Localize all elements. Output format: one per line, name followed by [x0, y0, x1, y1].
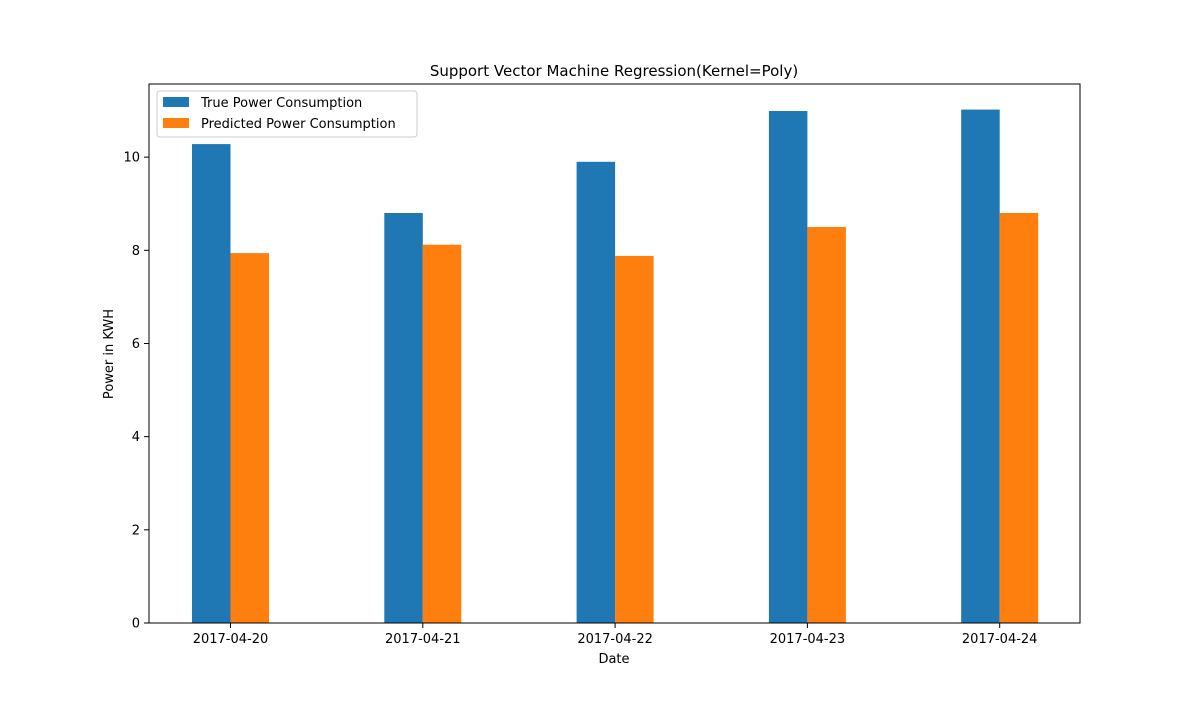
y-axis: 0 2 4 6 8 10 — [123, 151, 149, 632]
bar-predicted-2017-04-21 — [422, 244, 462, 623]
y-tick-label: 0 — [132, 617, 140, 632]
x-tick-label: 2017-04-24 — [962, 632, 1038, 647]
x-tick-label: 2017-04-23 — [770, 632, 846, 647]
legend-label-true: True Power Consumption — [200, 96, 362, 111]
x-tick-label: 2017-04-20 — [193, 632, 269, 647]
x-tick-label: 2017-04-22 — [577, 632, 653, 647]
bar-true-2017-04-22 — [576, 161, 616, 624]
bars-layer — [192, 109, 1039, 624]
y-axis-label: Power in KWH — [102, 309, 117, 399]
y-tick-label: 4 — [132, 430, 140, 445]
x-axis: 2017-04-20 2017-04-21 2017-04-22 2017-04-23… — [193, 623, 1038, 647]
y-tick-label: 2 — [132, 523, 140, 538]
y-tick-label: 8 — [132, 244, 140, 259]
legend: True Power Consumption Predicted Power C… — [156, 90, 418, 138]
bar-predicted-2017-04-20 — [230, 253, 269, 623]
bar-predicted-2017-04-22 — [615, 255, 654, 623]
legend-swatch-true — [163, 97, 189, 107]
x-axis-label: Date — [598, 652, 629, 667]
legend-swatch-predicted — [163, 118, 189, 128]
bar-true-2017-04-23 — [768, 111, 808, 623]
y-tick-label: 10 — [123, 151, 140, 166]
bar-true-2017-04-24 — [961, 109, 1000, 624]
legend-box — [156, 90, 418, 138]
bar-true-2017-04-21 — [384, 213, 423, 623]
y-tick-label: 6 — [132, 337, 140, 352]
chart-title: Support Vector Machine Regression(Kernel… — [430, 62, 798, 80]
x-tick-label: 2017-04-21 — [385, 632, 461, 647]
bar-predicted-2017-04-24 — [999, 213, 1039, 623]
bar-predicted-2017-04-23 — [807, 227, 846, 623]
plot-frame — [148, 83, 1081, 624]
bar-true-2017-04-20 — [192, 144, 231, 623]
legend-label-predicted: Predicted Power Consumption — [201, 117, 396, 132]
